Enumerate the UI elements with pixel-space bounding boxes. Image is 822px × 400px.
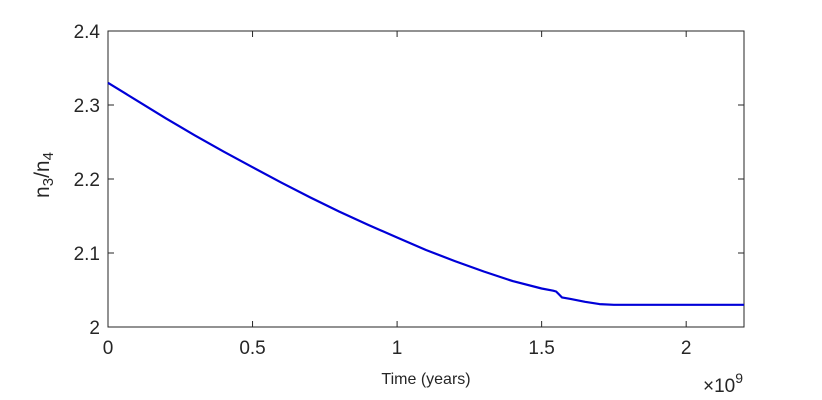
y-tick-label: 2.2 [74, 170, 100, 191]
x-multiplier-exponent: 9 [735, 370, 743, 386]
y-tick-label: 2.4 [74, 22, 101, 43]
x-tick-label: 1.5 [528, 338, 554, 359]
x-tick-label: 0 [103, 338, 114, 359]
plot-area [107, 30, 745, 328]
y-axis-label-sep: /n [31, 160, 54, 178]
x-tick-label: 2 [681, 338, 692, 359]
series-line [107, 81, 744, 306]
x-tick-label: 0.5 [239, 338, 265, 359]
x-axis-multiplier: ×109 [703, 370, 743, 397]
x-axis-label: Time (years) [381, 371, 470, 388]
y-axis-label-sub1: 3 [40, 178, 57, 186]
y-tick-label: 2.3 [74, 96, 100, 117]
x-multiplier-base: ×10 [703, 376, 735, 397]
y-tick-label: 2 [89, 318, 100, 339]
y-axis-label-sub2: 4 [40, 152, 57, 160]
x-tick-labels: 0 0.5 1 1.5 2 [103, 338, 692, 359]
plot-frame [107, 30, 745, 328]
y-tick-labels: 2 2.1 2.2 2.3 2.4 [74, 22, 101, 339]
y-axis-label: n3/n4 [31, 152, 57, 198]
x-tick-label: 1 [392, 338, 403, 359]
y-tick-label: 2.1 [74, 244, 100, 265]
y-axis-label-base: n [31, 186, 54, 198]
